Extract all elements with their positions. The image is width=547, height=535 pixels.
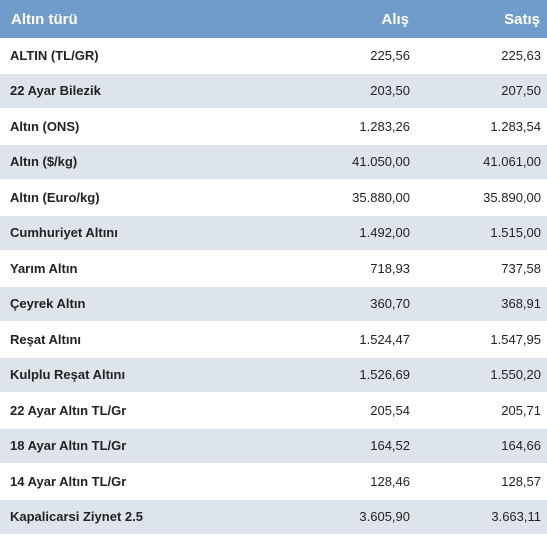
sell-price-cell: 3.663,11 <box>416 499 547 535</box>
gold-type-cell: Altın (Euro/kg) <box>0 179 283 216</box>
sell-price-cell: 41.061,00 <box>416 144 547 180</box>
sell-price-cell: 737,58 <box>416 250 547 287</box>
gold-type-cell: 22 Ayar Altın TL/Gr <box>0 392 283 429</box>
sell-price-cell: 164,66 <box>416 428 547 464</box>
table-row: Cumhuriyet Altını 1.492,00 1.515,00 <box>0 215 547 251</box>
gold-type-cell: Çeyrek Altın <box>0 286 283 322</box>
sell-price-cell: 205,71 <box>416 392 547 429</box>
table-row: 14 Ayar Altın TL/Gr 128,46 128,57 <box>0 463 547 500</box>
buy-price-cell: 41.050,00 <box>283 144 416 180</box>
header-buy[interactable]: Alış <box>283 0 416 38</box>
buy-price-cell: 128,46 <box>283 463 416 500</box>
gold-type-cell: 18 Ayar Altın TL/Gr <box>0 428 283 464</box>
buy-price-cell: 35.880,00 <box>283 179 416 216</box>
header-row: Altın türü Alış Satış <box>0 0 547 38</box>
gold-type-cell: Kapalicarsi Ziynet 2.5 <box>0 499 283 535</box>
table-row: 22 Ayar Bilezik 203,50 207,50 <box>0 73 547 109</box>
buy-price-cell: 360,70 <box>283 286 416 322</box>
table-row: Reşat Altını 1.524,47 1.547,95 <box>0 321 547 358</box>
gold-type-cell: Reşat Altını <box>0 321 283 358</box>
table-row: ALTIN (TL/GR) 225,56 225,63 <box>0 38 547 74</box>
buy-price-cell: 1.283,26 <box>283 108 416 145</box>
buy-price-cell: 718,93 <box>283 250 416 287</box>
sell-price-cell: 1.515,00 <box>416 215 547 251</box>
buy-price-cell: 205,54 <box>283 392 416 429</box>
table-header: Altın türü Alış Satış <box>0 0 547 38</box>
table-row: 18 Ayar Altın TL/Gr 164,52 164,66 <box>0 428 547 464</box>
gold-type-cell: Kulplu Reşat Altını <box>0 357 283 393</box>
buy-price-cell: 164,52 <box>283 428 416 464</box>
table-row: Altın (Euro/kg) 35.880,00 35.890,00 <box>0 179 547 216</box>
table-row: Kapalicarsi Ziynet 2.5 3.605,90 3.663,11 <box>0 499 547 535</box>
gold-type-cell: ALTIN (TL/GR) <box>0 38 283 74</box>
gold-type-cell: Cumhuriyet Altını <box>0 215 283 251</box>
sell-price-cell: 207,50 <box>416 73 547 109</box>
header-sell[interactable]: Satış <box>416 0 547 38</box>
table-row: Kulplu Reşat Altını 1.526,69 1.550,20 <box>0 357 547 393</box>
table-body: ALTIN (TL/GR) 225,56 225,63 22 Ayar Bile… <box>0 38 547 535</box>
sell-price-cell: 225,63 <box>416 38 547 74</box>
table-row: Yarım Altın 718,93 737,58 <box>0 250 547 287</box>
buy-price-cell: 3.605,90 <box>283 499 416 535</box>
gold-type-cell: Altın ($/kg) <box>0 144 283 180</box>
sell-price-cell: 1.283,54 <box>416 108 547 145</box>
gold-type-cell: Altın (ONS) <box>0 108 283 145</box>
gold-type-cell: 14 Ayar Altın TL/Gr <box>0 463 283 500</box>
sell-price-cell: 1.547,95 <box>416 321 547 358</box>
sell-price-cell: 368,91 <box>416 286 547 322</box>
table-row: Altın ($/kg) 41.050,00 41.061,00 <box>0 144 547 180</box>
header-gold-type[interactable]: Altın türü <box>0 0 283 38</box>
gold-type-cell: 22 Ayar Bilezik <box>0 73 283 109</box>
gold-type-cell: Yarım Altın <box>0 250 283 287</box>
sell-price-cell: 35.890,00 <box>416 179 547 216</box>
buy-price-cell: 225,56 <box>283 38 416 74</box>
buy-price-cell: 1.524,47 <box>283 321 416 358</box>
buy-price-cell: 1.492,00 <box>283 215 416 251</box>
buy-price-cell: 1.526,69 <box>283 357 416 393</box>
table-row: Altın (ONS) 1.283,26 1.283,54 <box>0 108 547 145</box>
sell-price-cell: 128,57 <box>416 463 547 500</box>
buy-price-cell: 203,50 <box>283 73 416 109</box>
table-row: Çeyrek Altın 360,70 368,91 <box>0 286 547 322</box>
sell-price-cell: 1.550,20 <box>416 357 547 393</box>
table-row: 22 Ayar Altın TL/Gr 205,54 205,71 <box>0 392 547 429</box>
